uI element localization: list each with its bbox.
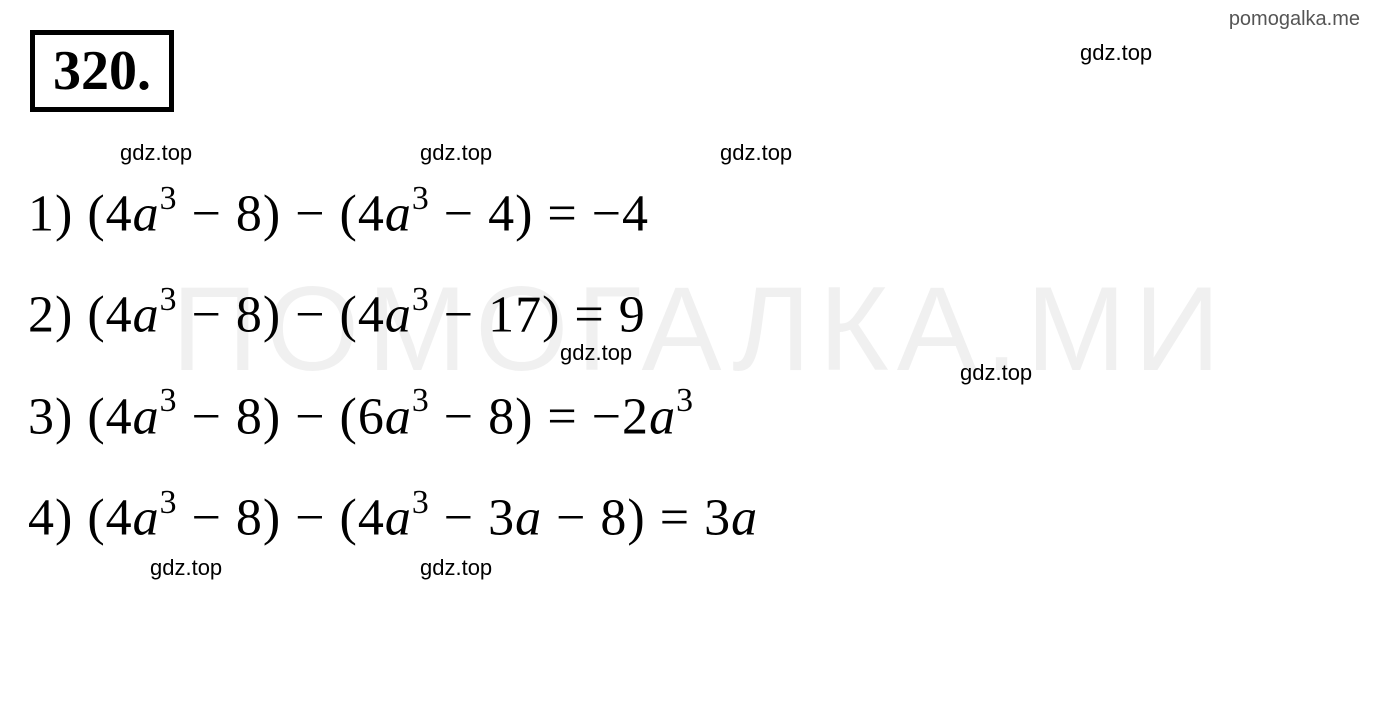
eq4-p1: (4 (87, 489, 132, 546)
eq2-exp2: 3 (412, 281, 430, 318)
equation-1: 1) (4a3 − 8) − (4a3 − 4) = −4 (28, 185, 758, 240)
eq1-var2: a (385, 185, 412, 242)
eq4-mid1: − 8) − (4 (178, 489, 385, 546)
gdz-watermark-1: gdz.top (120, 140, 192, 166)
gdz-watermark-0: gdz.top (1080, 40, 1152, 66)
eq4-exp2: 3 (412, 484, 430, 521)
eq4-var4: a (731, 489, 758, 546)
eq1-number: 1) (28, 185, 73, 242)
eq3-mid2: − 8) = −2 (430, 388, 649, 445)
eq3-exp3: 3 (676, 382, 694, 419)
gdz-watermark-3: gdz.top (720, 140, 792, 166)
eq1-mid1: − 8) − (4 (178, 185, 385, 242)
gdz-watermark-4: gdz.top (560, 340, 632, 366)
gdz-watermark-6: gdz.top (150, 555, 222, 581)
eq1-mid2: − 4) = −4 (430, 185, 649, 242)
eq1-exp2: 3 (412, 180, 430, 217)
eq3-exp2: 3 (412, 382, 430, 419)
eq3-var3: a (649, 388, 676, 445)
eq1-exp1: 3 (160, 180, 178, 217)
equation-2: 2) (4a3 − 8) − (4a3 − 17) = 9 (28, 286, 758, 341)
eq3-p1: (4 (87, 388, 132, 445)
eq3-var2: a (385, 388, 412, 445)
eq4-var3: a (515, 489, 542, 546)
eq3-exp1: 3 (160, 382, 178, 419)
eq2-p1: (4 (87, 287, 132, 344)
equation-3: 3) (4a3 − 8) − (6a3 − 8) = −2a3 (28, 388, 758, 443)
eq2-mid1: − 8) − (4 (178, 287, 385, 344)
eq3-number: 3) (28, 388, 73, 445)
eq2-number: 2) (28, 287, 73, 344)
gdz-watermark-7: gdz.top (420, 555, 492, 581)
problem-number-box: 320. (30, 30, 174, 112)
eq4-number: 4) (28, 489, 73, 546)
watermark-pomogalka: pomogalka.me (1229, 8, 1360, 31)
eq2-mid2: − 17) = 9 (430, 287, 646, 344)
problem-number: 320. (53, 40, 151, 102)
eq4-var1: a (133, 489, 160, 546)
gdz-watermark-2: gdz.top (420, 140, 492, 166)
eq1-var1: a (133, 185, 160, 242)
eq4-exp1: 3 (160, 484, 178, 521)
equation-4: 4) (4a3 − 8) − (4a3 − 3a − 8) = 3a (28, 489, 758, 544)
eq4-var2: a (385, 489, 412, 546)
eq4-mid2: − 3 (430, 489, 515, 546)
eq2-var2: a (385, 287, 412, 344)
eq3-mid1: − 8) − (6 (178, 388, 385, 445)
eq4-mid3: − 8) = 3 (542, 489, 731, 546)
eq3-var1: a (133, 388, 160, 445)
eq2-exp1: 3 (160, 281, 178, 318)
eq1-p1: (4 (87, 185, 132, 242)
eq2-var1: a (133, 287, 160, 344)
gdz-watermark-5: gdz.top (960, 360, 1032, 386)
equations-block: 1) (4a3 − 8) − (4a3 − 4) = −4 2) (4a3 − … (28, 185, 758, 590)
